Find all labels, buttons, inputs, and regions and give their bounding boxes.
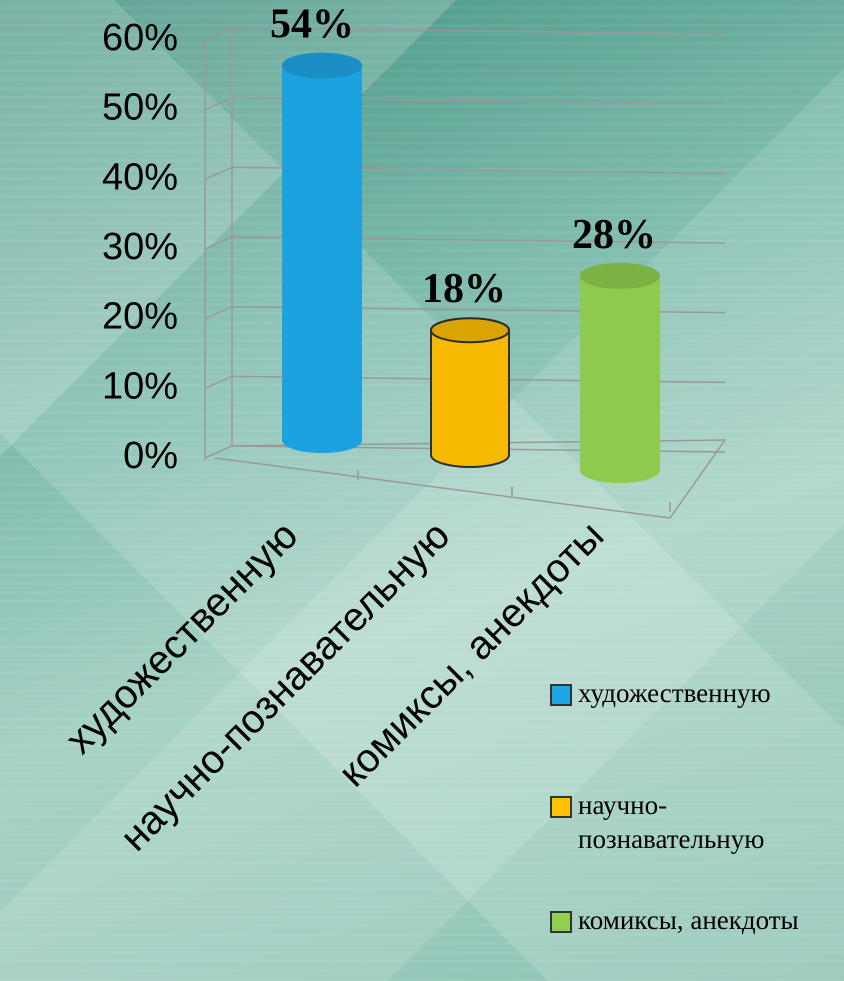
legend-swatch (550, 911, 572, 933)
value-label: 54% (270, 2, 354, 48)
bar (580, 274, 660, 483)
bar-top (430, 317, 510, 344)
legend-swatch (550, 796, 572, 818)
y-tick-label: 60% (102, 17, 178, 59)
grid-line (204, 305, 726, 320)
legend-label: научно-познавательную (578, 790, 765, 854)
grid-line (204, 166, 726, 181)
y-tick-label: 0% (123, 435, 178, 477)
grid-line (204, 236, 726, 250)
legend-label: художественную (578, 678, 771, 708)
y-tick-label: 30% (102, 226, 178, 268)
grid-line (204, 96, 726, 111)
value-label: 18% (422, 266, 506, 312)
x-tick-label: комиксы, анекдоты (330, 513, 612, 795)
grid-line (204, 375, 726, 390)
legend-item: художественную (550, 676, 840, 710)
value-label: 28% (572, 212, 656, 258)
grid-line (204, 27, 726, 41)
legend-item: комиксы, анекдоты (550, 903, 840, 937)
y-tick-label: 40% (102, 156, 178, 198)
legend-label: комиксы, анекдоты (578, 905, 799, 935)
bar-top (580, 262, 660, 289)
legend-swatch (550, 684, 572, 706)
legend-item: научно-познавательную (550, 788, 840, 856)
y-tick-label: 20% (102, 296, 178, 338)
bar-top (282, 52, 362, 79)
bar (282, 64, 362, 453)
y-tick-label: 50% (102, 87, 178, 129)
grid-line (204, 445, 726, 459)
y-tick-label: 10% (102, 365, 178, 407)
bar (430, 329, 510, 468)
